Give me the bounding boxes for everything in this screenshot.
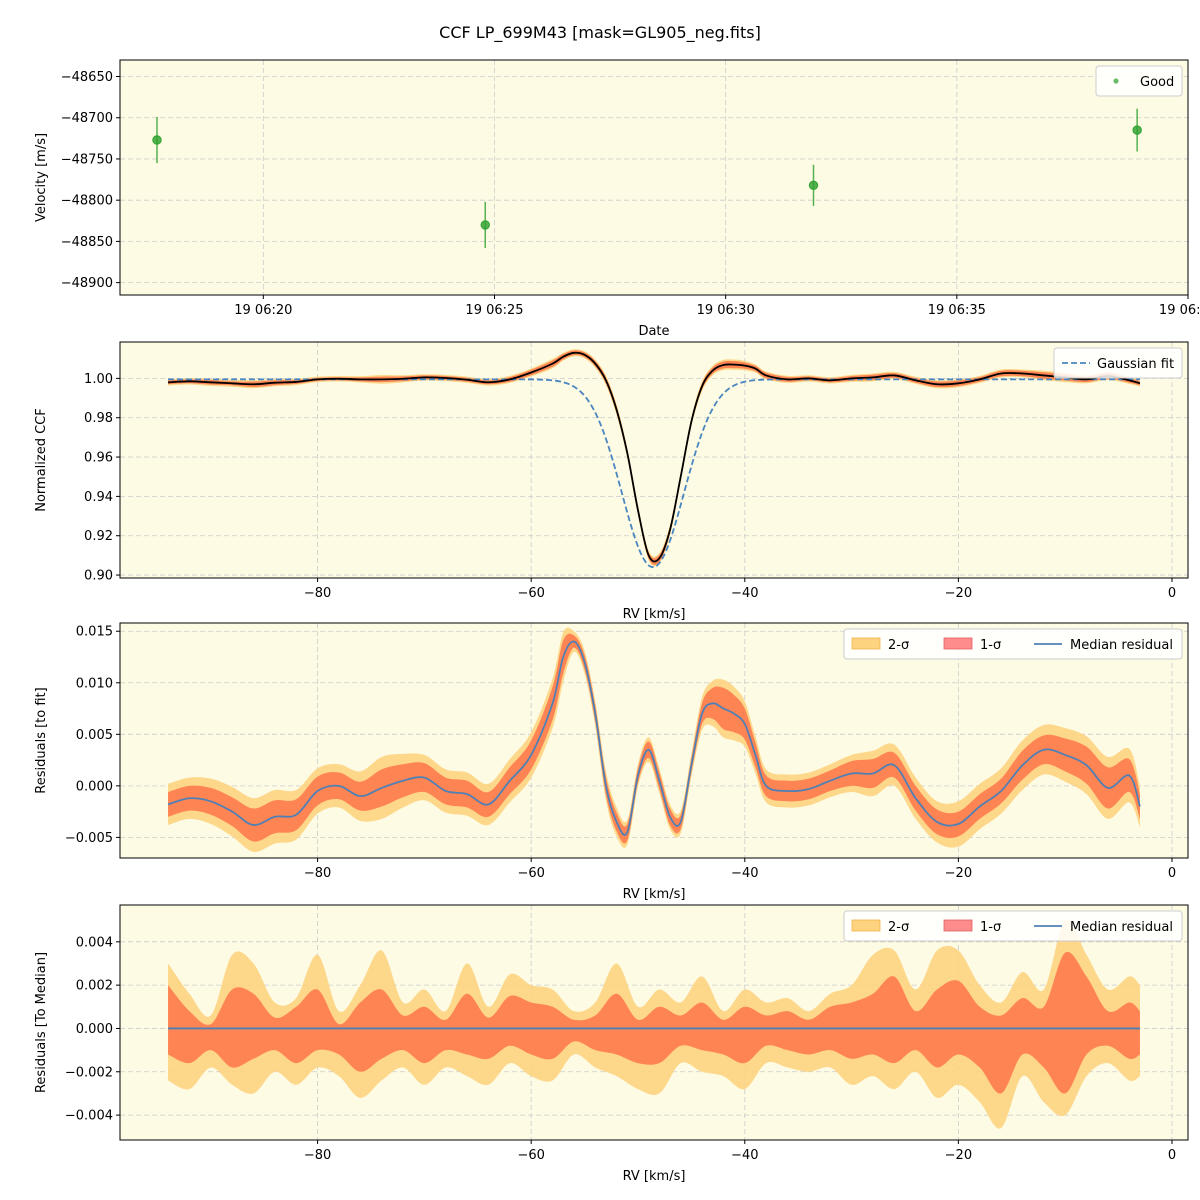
x-tick-label: −60 (517, 586, 544, 601)
legend-marker-good (1113, 78, 1119, 84)
ccf-line (168, 351, 1141, 563)
band-1-sigma (168, 951, 1140, 1094)
y-axis-label: Residuals [To Median] (34, 952, 49, 1093)
x-tick-label: 19 06:25 (465, 303, 523, 318)
plot-marks (168, 349, 1141, 568)
y-tick-label: 0.015 (76, 625, 113, 640)
y-axis-label: Residuals [to fit] (34, 687, 49, 793)
x-tick-label: 19 06:40 (1159, 303, 1200, 318)
axes-frame (119, 622, 1189, 859)
x-tick-label: −60 (517, 866, 544, 881)
data-point (1132, 125, 1142, 135)
legend-label-median: Median residual (1070, 638, 1173, 653)
legend-box (843, 628, 1183, 660)
band-1-sigma (168, 633, 1140, 844)
panel-1: 19 06:20 19 06:25 19 06:30 19 06:35 19 06:40… (34, 59, 1200, 339)
legend: 2-σ 1-σ Median residual (843, 628, 1183, 660)
legend-box (1095, 65, 1183, 97)
x-tick-label: 19 06:35 (928, 303, 986, 318)
y-tick-label: 0.000 (76, 779, 113, 794)
axes-frame (119, 904, 1189, 1141)
legend-marker-1sigma (943, 919, 973, 932)
y-tick-label: 1.00 (84, 372, 113, 387)
legend: Gaussian fit (1053, 347, 1183, 379)
y-tick-label: −48750 (61, 152, 113, 167)
x-axis-label: RV [km/s] (623, 607, 686, 622)
y-axis-label: Normalized CCF (34, 408, 49, 512)
legend-marker-1sigma (943, 637, 973, 650)
panel-3: −80 −60 −40 −20 0 −0.005 0.000 0.005 0.010 0.015 R… (34, 622, 1189, 902)
plot-marks (152, 108, 1142, 248)
y-tick-label: −0.004 (65, 1109, 113, 1124)
x-tick-label: 19 06:30 (697, 303, 755, 318)
data-point (152, 135, 162, 145)
y-tick-label: −0.005 (65, 831, 113, 846)
y-tick-label: −48900 (61, 276, 113, 291)
panel-4: −80 −60 −40 −20 0 −0.004 −0.002 0.000 0.002 0.004… (34, 904, 1189, 1184)
x-tick-label: −20 (945, 586, 972, 601)
x-axis-label: Date (638, 324, 669, 339)
legend-box (1053, 347, 1183, 379)
data-point (808, 180, 819, 191)
y-tick-label: 0.96 (84, 451, 113, 466)
median-residual-line (167, 640, 1141, 836)
x-tick-label: −80 (304, 1148, 331, 1163)
band-2-sigma (168, 349, 1140, 567)
legend-label-1sigma: 1-σ (980, 638, 1001, 653)
axes-frame (119, 341, 1189, 579)
data-point (480, 220, 490, 230)
legend: Good (1095, 65, 1183, 97)
y-tick-label: 0.90 (84, 569, 113, 584)
y-tick-label: −48650 (61, 70, 113, 85)
y-tick-label: 0.005 (76, 728, 113, 743)
y-tick-label: 0.98 (84, 411, 113, 426)
x-tick-label: −80 (304, 586, 331, 601)
legend-label-gauss: Gaussian fit (1097, 357, 1174, 372)
x-tick-label: −60 (517, 1148, 544, 1163)
legend-label-good: Good (1140, 75, 1174, 90)
x-tick-label: 0 (1168, 586, 1176, 601)
legend: 2-σ 1-σ Median residual (843, 910, 1183, 942)
y-axis-label: Velocity [m/s] (34, 133, 49, 222)
axes-frame (119, 59, 1189, 296)
x-tick-label: −20 (945, 1148, 972, 1163)
y-tick-label: −48700 (61, 111, 113, 126)
y-tick-label: 0.000 (76, 1022, 113, 1037)
figure-title: CCF LP_699M43 [mask=GL905_neg.fits] (439, 23, 761, 43)
y-tick-label: 0.002 (76, 979, 113, 994)
x-axis-label: RV [km/s] (623, 887, 686, 902)
grid (120, 342, 1188, 578)
legend-label-2sigma: 2-σ (888, 920, 909, 935)
x-tick-label: 0 (1168, 866, 1176, 881)
plot-marks (167, 627, 1141, 852)
legend-label-median: Median residual (1070, 920, 1173, 935)
x-tick-label: 19 06:20 (234, 303, 292, 318)
y-tick-label: −0.002 (65, 1065, 113, 1080)
plot-area (120, 60, 1188, 295)
panel-2: −80 −60 −40 −20 0 0.90 0.92 0.94 0.96 0.98 1.00 RV … (34, 341, 1189, 622)
y-tick-label: 0.94 (84, 490, 113, 505)
x-tick-label: 0 (1168, 1148, 1176, 1163)
y-tick-label: 0.010 (76, 676, 113, 691)
x-tick-label: −40 (731, 586, 758, 601)
legend-label-2sigma: 2-σ (888, 638, 909, 653)
legend-box (843, 910, 1183, 942)
x-tick-label: −40 (731, 1148, 758, 1163)
legend-marker-2sigma (851, 919, 881, 932)
y-tick-label: 0.004 (76, 935, 113, 950)
legend-marker-2sigma (851, 637, 881, 650)
band-2-sigma (168, 627, 1140, 852)
x-axis-label: RV [km/s] (623, 1169, 686, 1184)
x-tick-label: −80 (304, 866, 331, 881)
grid (120, 60, 1189, 295)
plot-marks (168, 919, 1140, 1129)
y-tick-label: −48850 (61, 235, 113, 250)
x-tick-label: −20 (945, 866, 972, 881)
y-tick-label: −48800 (61, 194, 113, 209)
legend-label-1sigma: 1-σ (980, 920, 1001, 935)
x-tick-label: −40 (731, 866, 758, 881)
y-tick-label: 0.92 (84, 529, 113, 544)
